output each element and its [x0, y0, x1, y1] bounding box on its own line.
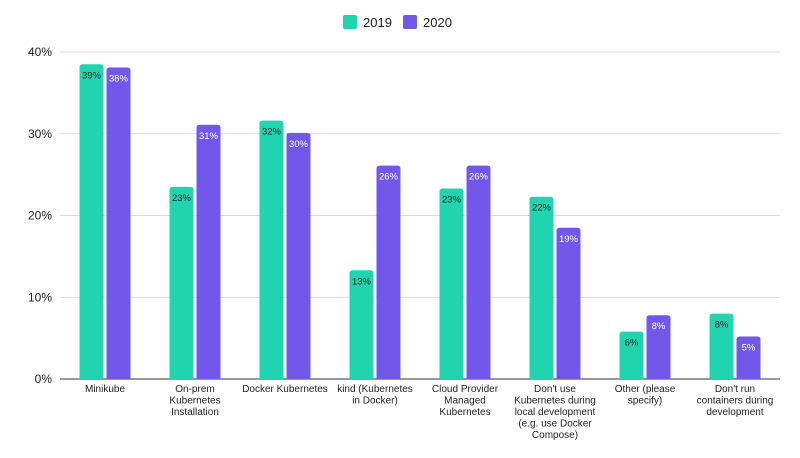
x-tick-line: Kubernetes — [169, 396, 220, 407]
bar-2019 — [169, 186, 194, 379]
data-label-2020: 38% — [109, 74, 129, 85]
data-label-2020: 26% — [379, 172, 399, 183]
x-tick-line: Cloud Provider — [432, 384, 499, 395]
x-tick-line: Managed — [444, 396, 486, 407]
data-label-2020: 5% — [742, 342, 756, 353]
bar-group: 13% 26% — [349, 165, 401, 379]
data-label-2020: 30% — [289, 139, 309, 150]
x-tick-label: kind (Kubernetes in Docker) — [337, 384, 413, 407]
x-tick-label: On-prem Kubernetes Installation — [169, 384, 220, 418]
x-tick-line: (e.g. use Docker — [518, 419, 592, 430]
x-tick-line: local development — [515, 407, 596, 418]
y-tick-label: 0% — [35, 372, 53, 386]
bar-2019 — [709, 313, 734, 379]
bar-2020 — [376, 165, 401, 379]
bar-group: 32% 30% — [259, 120, 311, 380]
x-tick-label: Don't run containers during development — [697, 384, 774, 418]
bar-2019 — [79, 64, 104, 379]
x-tick-line: On-prem — [175, 384, 214, 395]
x-tick-line: containers during — [697, 396, 774, 407]
x-tick-line: Docker Kubernetes — [242, 384, 328, 395]
y-tick-label: 10% — [28, 290, 52, 304]
bar-2020 — [286, 132, 311, 379]
x-tick-line: in Docker) — [352, 396, 398, 407]
x-tick-label: Other (please specify) — [615, 384, 676, 407]
legend-label-2019: 2019 — [363, 15, 392, 30]
x-tick-line: kind (Kubernetes — [337, 384, 413, 395]
x-tick-line: Compose) — [532, 430, 578, 441]
bar-group: 22% 19% — [529, 196, 581, 379]
x-tick-line: Don't run — [715, 384, 755, 395]
y-tick-label: 40% — [28, 45, 52, 59]
bar-group: 6% 8% — [619, 315, 671, 379]
bar-2020 — [106, 67, 131, 379]
x-tick-line: Kubernetes during — [514, 396, 596, 407]
legend: 2019 2020 — [343, 15, 452, 30]
x-tick-line: development — [706, 407, 763, 418]
legend-label-2020: 2020 — [423, 15, 452, 30]
x-tick-line: Installation — [171, 407, 219, 418]
x-tick-label: Docker Kubernetes — [242, 384, 328, 395]
bar-2019 — [349, 270, 374, 379]
x-tick-label: Minikube — [85, 384, 125, 395]
data-label-2019: 13% — [352, 276, 372, 287]
x-tick-line: Minikube — [85, 384, 125, 395]
x-tick-label: Don't use Kubernetes during local developm… — [514, 384, 596, 441]
legend-swatch-2020 — [403, 15, 417, 29]
x-tick-line: Kubernetes — [439, 407, 490, 418]
bar-2020 — [556, 227, 581, 379]
bar-2019 — [439, 188, 464, 379]
data-label-2019: 32% — [262, 127, 282, 138]
y-tick-label: 20% — [28, 209, 52, 223]
bar-group: 23% 31% — [169, 124, 221, 379]
bar-group: 8% 5% — [709, 313, 761, 379]
data-label-2019: 23% — [172, 193, 192, 204]
x-tick-line: specify) — [628, 396, 662, 407]
y-tick-label: 30% — [28, 127, 52, 141]
bar-2020 — [646, 315, 671, 379]
bars: 39% 38% 23% 31% 32% 30% 13% 26% 23% 26% 22% 19% 6% 8%… — [79, 64, 761, 380]
data-label-2019: 22% — [532, 203, 552, 214]
x-tick-line: Don't use — [534, 384, 576, 395]
y-axis: 0% 10% 20% 30% 40% — [28, 45, 52, 386]
bar-group: 39% 38% — [79, 64, 131, 379]
x-tick-label: Cloud Provider Managed Kubernetes — [432, 384, 499, 418]
data-label-2020: 19% — [559, 234, 579, 245]
data-label-2019: 8% — [715, 320, 729, 331]
data-label-2020: 26% — [469, 172, 489, 183]
legend-swatch-2019 — [343, 15, 357, 29]
bar-2020 — [466, 165, 491, 379]
data-label-2019: 23% — [442, 195, 462, 206]
data-label-2019: 6% — [625, 338, 639, 349]
data-label-2020: 31% — [199, 131, 219, 142]
bar-2020 — [736, 336, 761, 379]
data-label-2019: 39% — [82, 70, 102, 81]
x-tick-line: Other (please — [615, 384, 676, 395]
gridlines — [60, 51, 780, 380]
x-axis: Minikube On-prem Kubernetes InstallationDoc… — [85, 384, 773, 441]
bar-2019 — [619, 331, 644, 379]
bar-2019 — [529, 196, 554, 379]
bar-2020 — [196, 124, 221, 379]
bar-2019 — [259, 120, 284, 380]
bar-group: 23% 26% — [439, 165, 491, 379]
data-label-2020: 8% — [652, 321, 666, 332]
